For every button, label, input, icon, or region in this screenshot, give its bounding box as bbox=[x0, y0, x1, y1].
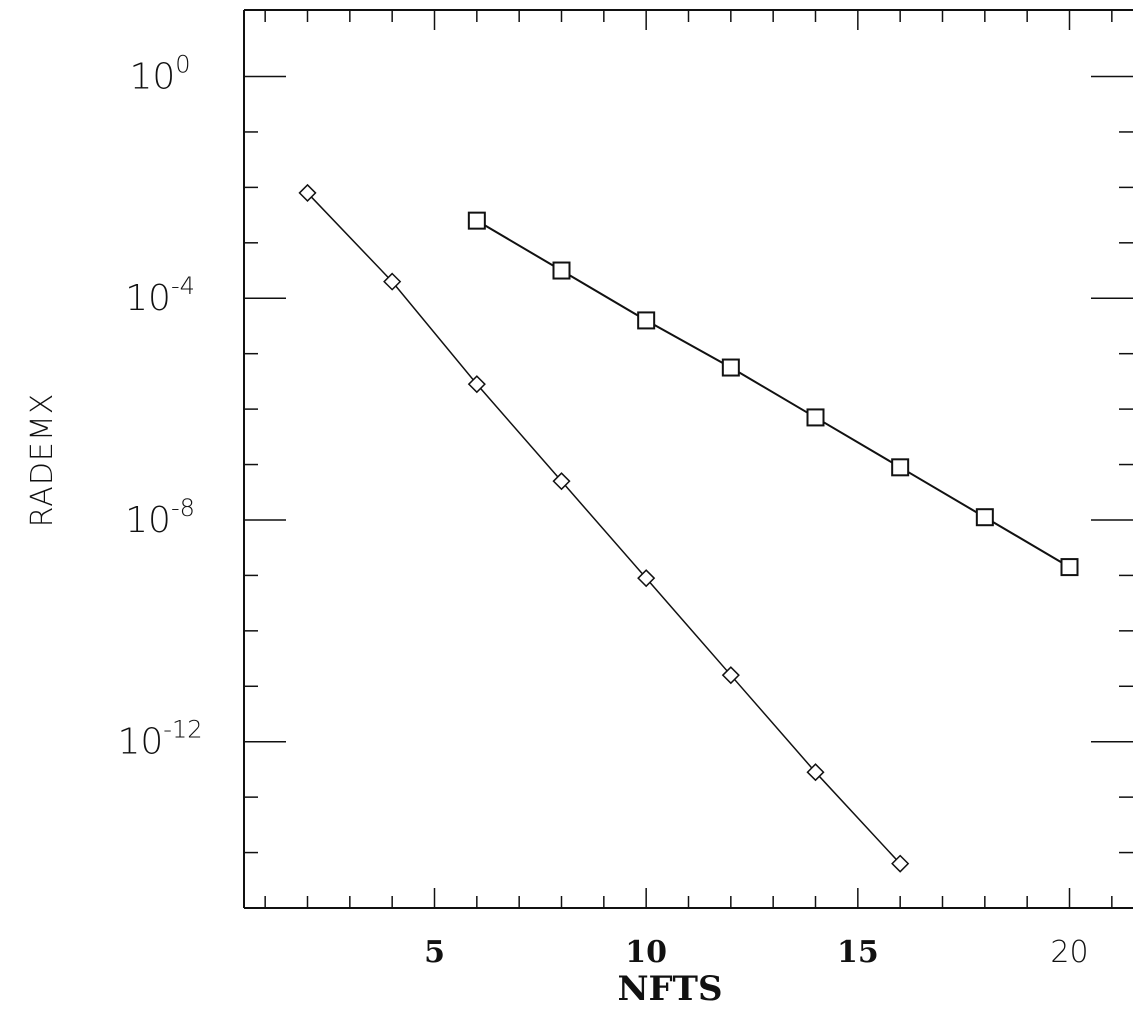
y-tick-exponent: -12 bbox=[163, 716, 202, 744]
plot-frame bbox=[243, 9, 1133, 909]
y-tick-label: 10-12 bbox=[117, 716, 202, 763]
x-tick-label: 20 bbox=[1050, 935, 1088, 970]
axis-ticks bbox=[244, 10, 1133, 909]
diamond-marker bbox=[721, 666, 740, 685]
y-tick-base: 10 bbox=[125, 278, 171, 319]
y-tick-exponent: -4 bbox=[171, 272, 195, 300]
square-marker bbox=[891, 458, 910, 477]
y-tick-label: 10-4 bbox=[125, 272, 195, 319]
diamond-marker bbox=[552, 472, 571, 491]
square-marker bbox=[552, 261, 571, 280]
x-tick-label: 10 bbox=[625, 935, 667, 970]
series-line-1 bbox=[306, 192, 901, 865]
diamond-marker bbox=[298, 183, 317, 202]
y-tick-base: 10 bbox=[129, 57, 175, 98]
y-tick-label: 10-8 bbox=[125, 494, 195, 541]
diamond-marker bbox=[383, 272, 402, 291]
series-line-2 bbox=[476, 219, 1071, 568]
series-group bbox=[298, 183, 1079, 873]
x-tick-label: 15 bbox=[837, 935, 879, 970]
square-marker bbox=[721, 358, 740, 377]
square-marker bbox=[467, 211, 486, 230]
diamond-marker bbox=[637, 569, 656, 588]
diamond-marker bbox=[891, 854, 910, 873]
y-tick-exponent: 0 bbox=[175, 51, 190, 79]
y-axis-title: RADEMX bbox=[25, 393, 60, 528]
x-tick-label: 5 bbox=[424, 935, 445, 970]
diamond-marker bbox=[806, 763, 825, 782]
square-marker bbox=[1060, 558, 1079, 577]
y-tick-base: 10 bbox=[117, 722, 163, 763]
y-tick-exponent: -8 bbox=[171, 494, 195, 522]
square-marker bbox=[975, 508, 994, 527]
y-tick-base: 10 bbox=[125, 500, 171, 541]
x-axis-title: NFTS bbox=[617, 969, 722, 1009]
y-tick-label: 100 bbox=[129, 51, 190, 98]
square-marker bbox=[806, 408, 825, 427]
diamond-marker bbox=[467, 375, 486, 394]
square-marker bbox=[637, 311, 656, 330]
x-tick-labels: 5 10 15 20 bbox=[424, 935, 1089, 970]
